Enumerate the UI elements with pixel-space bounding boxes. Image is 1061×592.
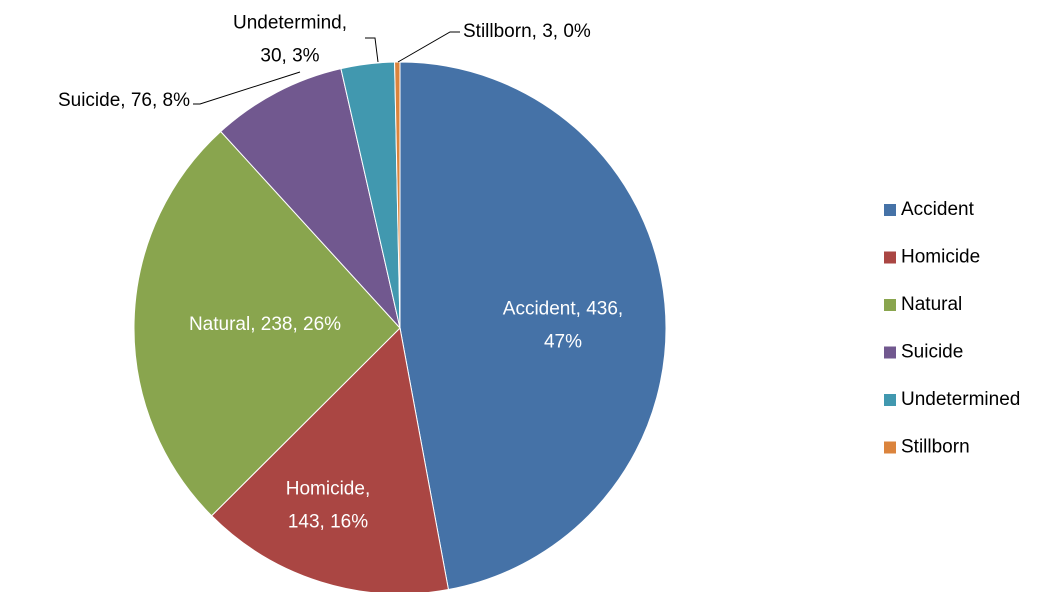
data-label: Stillborn, 3, 0% (463, 21, 591, 42)
legend-label: Undetermined (901, 389, 1020, 410)
pie-slice (210, 326, 450, 592)
leader-line (397, 31, 460, 63)
legend-label: Suicide (901, 342, 963, 363)
data-label: Accident, 436, (503, 299, 623, 320)
legend-swatch (884, 346, 896, 359)
data-label: Undetermind, (233, 13, 347, 34)
pie-slice (220, 68, 401, 330)
leader-line (365, 37, 379, 63)
legend-label: Stillborn (901, 437, 970, 458)
legend-swatch (884, 394, 896, 406)
legend-swatch (884, 441, 896, 454)
data-label: 30, 3% (260, 46, 319, 67)
pie-slice (399, 61, 667, 591)
data-label: 143, 16% (288, 512, 368, 533)
legend-swatch (884, 251, 896, 264)
legend-label: Accident (901, 199, 975, 220)
legend-label: Homicide (901, 247, 980, 268)
legend-swatch (884, 299, 896, 311)
data-label: Natural, 238, 26% (189, 314, 341, 335)
legend-label: Natural (901, 294, 962, 315)
data-label: 47% (544, 332, 582, 353)
pie-slice (133, 130, 401, 517)
data-label: Homicide, (286, 479, 370, 500)
legend-swatch (884, 204, 896, 216)
pie-slice (394, 61, 401, 329)
leader-line (193, 71, 301, 105)
data-label: Suicide, 76, 8% (58, 90, 190, 111)
